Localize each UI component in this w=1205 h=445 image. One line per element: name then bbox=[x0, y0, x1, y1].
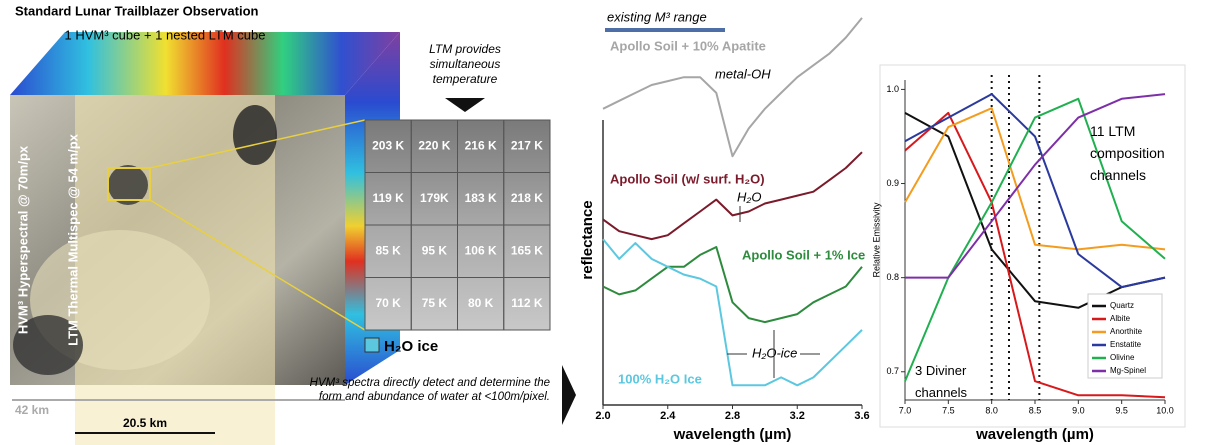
temperature-label: 216 K bbox=[465, 138, 497, 152]
temperature-label: 179K bbox=[420, 191, 449, 205]
annotation: H₂O-ice bbox=[752, 345, 797, 360]
legend-label: Anorthite bbox=[1110, 327, 1143, 336]
title: Standard Lunar Trailblazer Observation bbox=[15, 3, 259, 18]
legend-label: Mg-Spinel bbox=[1110, 366, 1146, 375]
annotation: H₂O bbox=[737, 189, 761, 204]
x-tick-label: 8.5 bbox=[1029, 405, 1042, 415]
annotation-box: 3 Diviner channels bbox=[915, 360, 995, 410]
temperature-label: 80 K bbox=[468, 296, 494, 310]
ltm-note-box: LTM provides simultaneous temperature bbox=[400, 42, 530, 98]
crater bbox=[233, 105, 277, 165]
subtitle: 1 HVM³ cube + 1 nested LTM cube bbox=[65, 27, 266, 42]
y-axis-label: Relative Emissivity bbox=[871, 202, 881, 278]
series-label: Apollo Soil (w/ surf. H₂O) bbox=[610, 171, 765, 186]
legend-label: Quartz bbox=[1110, 301, 1134, 310]
legend-label: Enstatite bbox=[1110, 340, 1142, 349]
temperature-label: 165 K bbox=[511, 243, 543, 257]
series-line bbox=[603, 152, 862, 239]
temperature-label: 220 K bbox=[418, 138, 450, 152]
series-label: 100% H₂O Ice bbox=[618, 371, 702, 386]
y-tick-label: 0.9 bbox=[886, 178, 899, 188]
temperature-label: 183 K bbox=[465, 191, 497, 205]
x-tick-label: 3.2 bbox=[790, 410, 805, 422]
pointer bbox=[445, 98, 485, 112]
x-tick-label: 3.6 bbox=[854, 410, 869, 422]
annotation-box: 11 LTM composition channels bbox=[1090, 120, 1180, 200]
legend-label: Albite bbox=[1110, 314, 1131, 323]
caption-box: HVM³ spectra directly detect and determi… bbox=[300, 376, 550, 426]
scale-label: 42 km bbox=[15, 403, 49, 417]
temperature-label: 112 K bbox=[511, 296, 543, 310]
temperature-label: 85 K bbox=[375, 243, 401, 257]
ltm-note: LTM provides simultaneous temperature bbox=[400, 42, 530, 87]
scale-label: 20.5 km bbox=[123, 416, 167, 430]
temperature-label: 95 K bbox=[422, 243, 448, 257]
annotation: 3 Diviner channels bbox=[915, 360, 995, 404]
x-tick-label: 2.0 bbox=[595, 410, 610, 422]
legend-label: H₂O ice bbox=[384, 338, 438, 355]
annotation: metal-OH bbox=[715, 66, 771, 81]
x-axis-label: wavelength (µm) bbox=[673, 426, 792, 443]
temperature-label: 218 K bbox=[511, 191, 543, 205]
series-label: Apollo Soil + 1% Ice bbox=[742, 247, 865, 262]
x-tick-label: 9.0 bbox=[1072, 405, 1085, 415]
temperature-label: 203 K bbox=[372, 138, 404, 152]
x-tick-label: 10.0 bbox=[1156, 405, 1174, 415]
y-axis-label: reflectance bbox=[579, 200, 596, 279]
legend-label: Olivine bbox=[1110, 353, 1135, 362]
temperature-label: 70 K bbox=[375, 296, 401, 310]
caption: HVM³ spectra directly detect and determi… bbox=[300, 376, 550, 404]
arrow bbox=[562, 365, 576, 425]
x-tick-label: 9.5 bbox=[1115, 405, 1128, 415]
series-label: Apollo Soil + 10% Apatite bbox=[610, 38, 766, 53]
temperature-label: 217 K bbox=[511, 138, 543, 152]
legend-swatch bbox=[365, 338, 379, 352]
figure: Standard Lunar Trailblazer Observation 1… bbox=[0, 0, 1205, 445]
y-tick-label: 1.0 bbox=[886, 84, 899, 94]
y-tick-label: 0.8 bbox=[886, 272, 899, 282]
side-label: HVM³ Hyperspectral @ 70m/px bbox=[15, 145, 30, 334]
temperature-label: 119 K bbox=[372, 191, 404, 205]
temperature-label: 75 K bbox=[422, 296, 448, 310]
annotation: existing M³ range bbox=[607, 9, 707, 24]
annotation: 11 LTM composition channels bbox=[1090, 120, 1180, 186]
side-label: LTM Thermal Multispec @ 54 m/px bbox=[65, 133, 80, 346]
x-axis-label: wavelength (µm) bbox=[975, 426, 1094, 443]
x-tick-label: 7.0 bbox=[899, 405, 912, 415]
temperature-label: 106 K bbox=[465, 243, 497, 257]
y-tick-label: 0.7 bbox=[886, 366, 899, 376]
x-tick-label: 2.4 bbox=[660, 410, 676, 422]
x-tick-label: 2.8 bbox=[725, 410, 740, 422]
